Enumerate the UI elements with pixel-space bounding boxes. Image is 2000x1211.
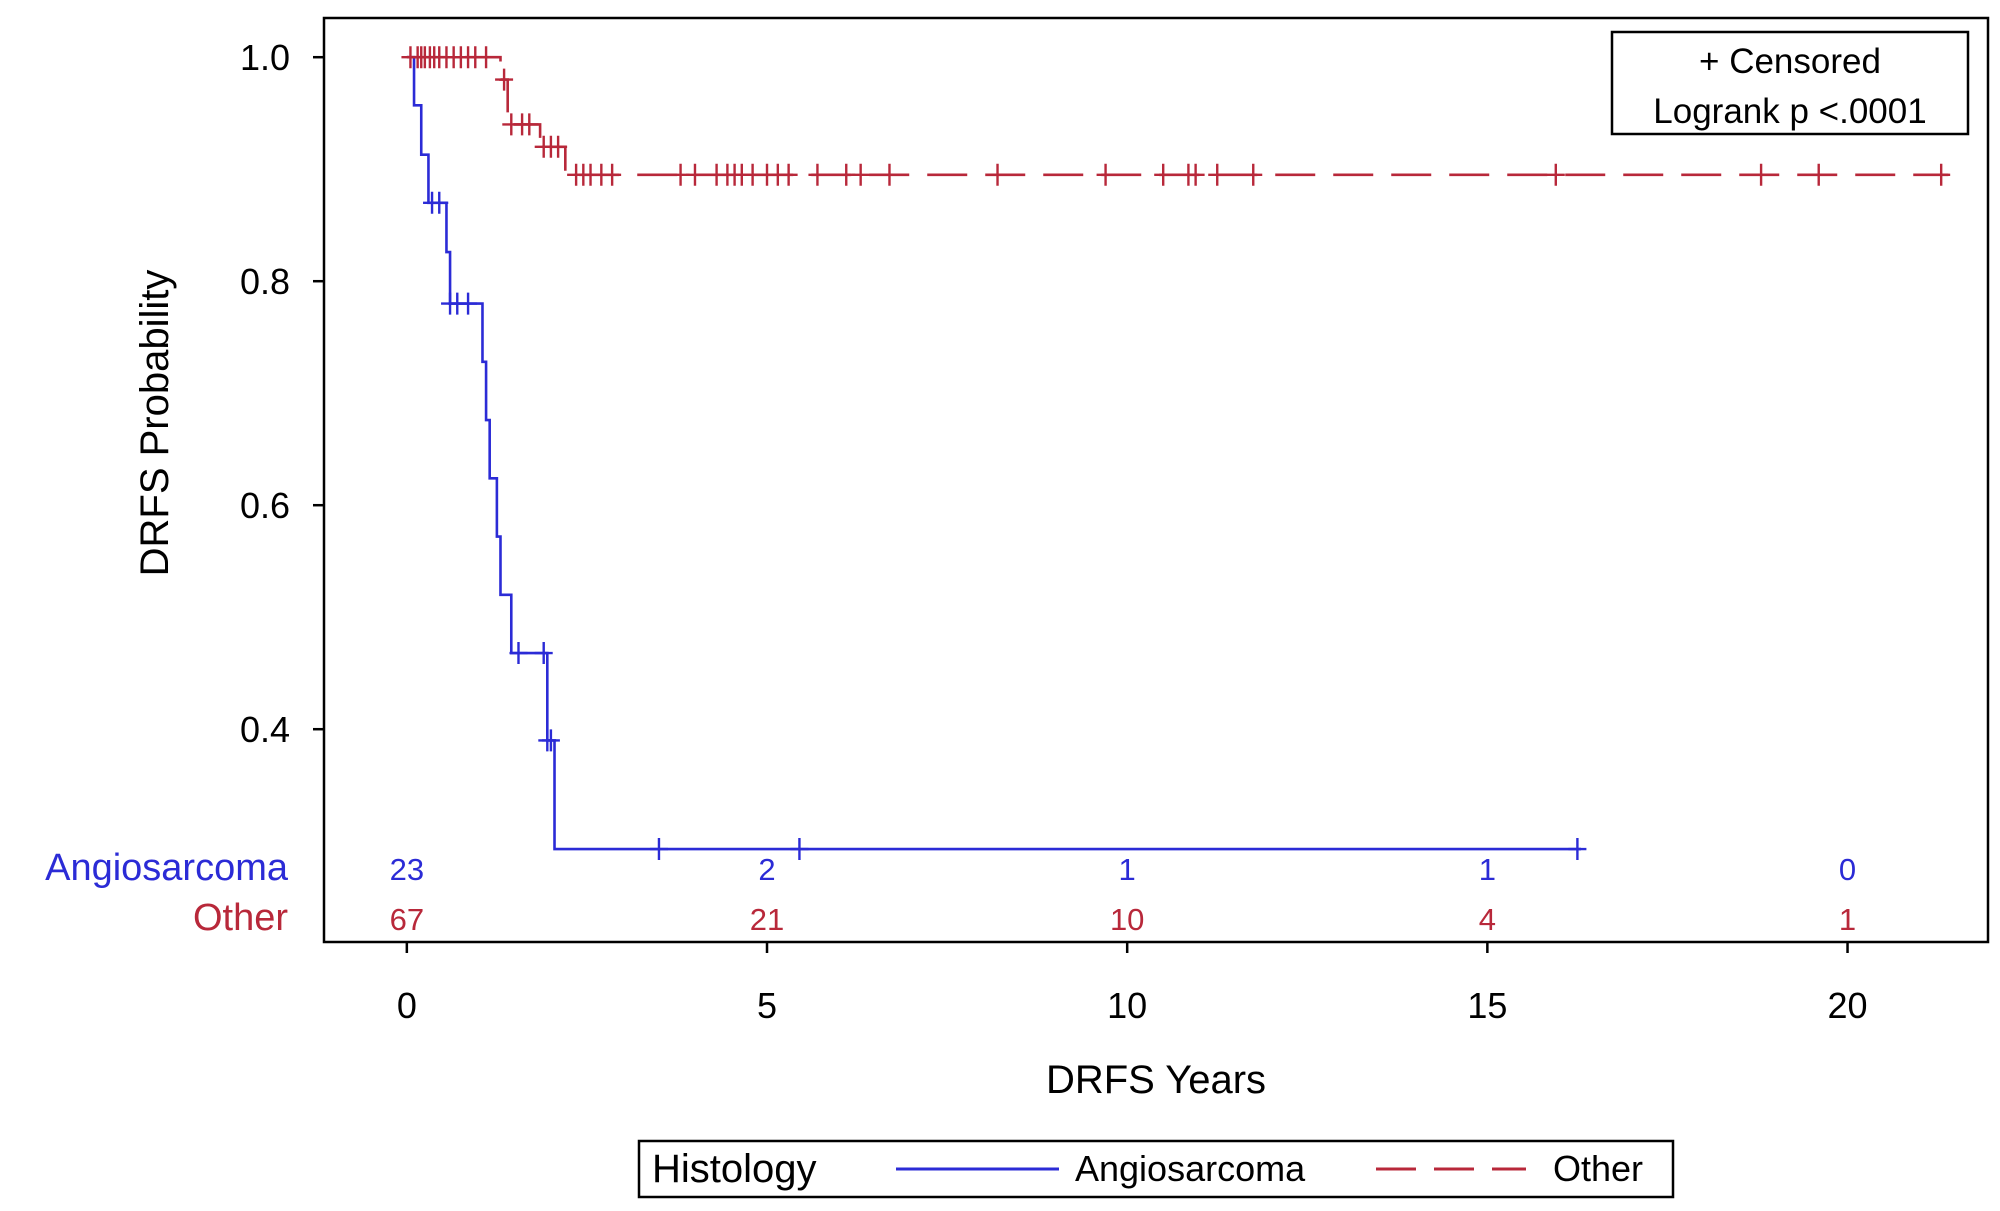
censor-mark-other — [1932, 163, 1951, 186]
censor-mark-other — [495, 68, 514, 91]
censor-mark-other — [1244, 163, 1263, 186]
risk-count: 0 — [1839, 852, 1856, 887]
survival-line-angiosarcoma — [406, 55, 1581, 851]
risk-count: 4 — [1479, 902, 1496, 937]
censor-mark-other — [779, 163, 798, 186]
inset-censored: + Censored — [1699, 42, 1881, 81]
risk-count: 1 — [1119, 852, 1136, 887]
x-tick-label: 10 — [1107, 985, 1147, 1026]
risk-count: 23 — [390, 852, 424, 887]
censor-mark-other — [1186, 163, 1205, 186]
risk-count: 21 — [750, 902, 784, 937]
inset-logrank: Logrank p <.0001 — [1653, 92, 1926, 131]
risk-count: 1 — [1839, 902, 1856, 937]
x-tick-label: 5 — [757, 985, 777, 1026]
stats-inset: + Censored Logrank p <.0001 — [1610, 30, 1970, 136]
censor-mark-other — [1546, 163, 1565, 186]
y-tick-label: 0.6 — [240, 485, 290, 526]
censor-mark-other — [603, 163, 622, 186]
censor-mark-angiosarcoma — [1568, 838, 1587, 861]
legend-title: Histology — [652, 1147, 817, 1191]
risk-count: 2 — [758, 852, 775, 887]
x-tick-label: 20 — [1828, 985, 1868, 1026]
axes: 0 5 10 15 200.40.60.81.0 — [240, 37, 1868, 1026]
censor-mark-other — [685, 163, 704, 186]
censor-mark-other — [1208, 163, 1227, 186]
censor-mark-other — [477, 46, 496, 69]
risk-row-label: Other — [193, 897, 288, 939]
censor-mark-angiosarcoma — [459, 292, 478, 315]
censor-mark-other — [520, 113, 539, 136]
censor-mark-other — [1096, 163, 1115, 186]
censor-mark-other — [1752, 163, 1771, 186]
plot-frame — [322, 16, 1990, 944]
legend-label-other: Other — [1553, 1148, 1643, 1189]
y-tick-label: 0.8 — [240, 261, 290, 302]
censor-mark-other — [549, 135, 568, 158]
y-tick-label: 0.4 — [240, 709, 290, 750]
x-axis-label: DRFS Years — [1046, 1058, 1266, 1102]
censor-mark-angiosarcoma — [509, 642, 528, 665]
legend-label-angiosarcoma: Angiosarcoma — [1075, 1148, 1306, 1189]
x-tick-label: 15 — [1467, 985, 1507, 1026]
risk-count: 10 — [1110, 902, 1144, 937]
censor-mark-angiosarcoma — [534, 642, 553, 665]
inset-box — [1610, 30, 1970, 136]
legend: Histology Angiosarcoma Other — [637, 1139, 1675, 1199]
censor-mark-other — [1154, 163, 1173, 186]
y-tick-label: 1.0 — [240, 37, 290, 78]
censor-mark-other — [808, 163, 827, 186]
x-tick-label: 0 — [397, 985, 417, 1026]
risk-count: 67 — [390, 902, 424, 937]
censor-mark-angiosarcoma — [541, 729, 560, 752]
censor-mark-angiosarcoma — [430, 191, 449, 214]
censor-mark-other — [988, 163, 1007, 186]
censor-mark-other — [1809, 163, 1828, 186]
survival-curves — [401, 46, 1951, 861]
censor-mark-other — [880, 163, 899, 186]
y-axis-label: DRFS Probability — [133, 270, 177, 577]
censor-mark-other — [851, 163, 870, 186]
risk-count: 1 — [1479, 852, 1496, 887]
censor-mark-angiosarcoma — [790, 838, 809, 861]
risk-row-label: Angiosarcoma — [45, 847, 289, 889]
censor-mark-angiosarcoma — [649, 838, 668, 861]
